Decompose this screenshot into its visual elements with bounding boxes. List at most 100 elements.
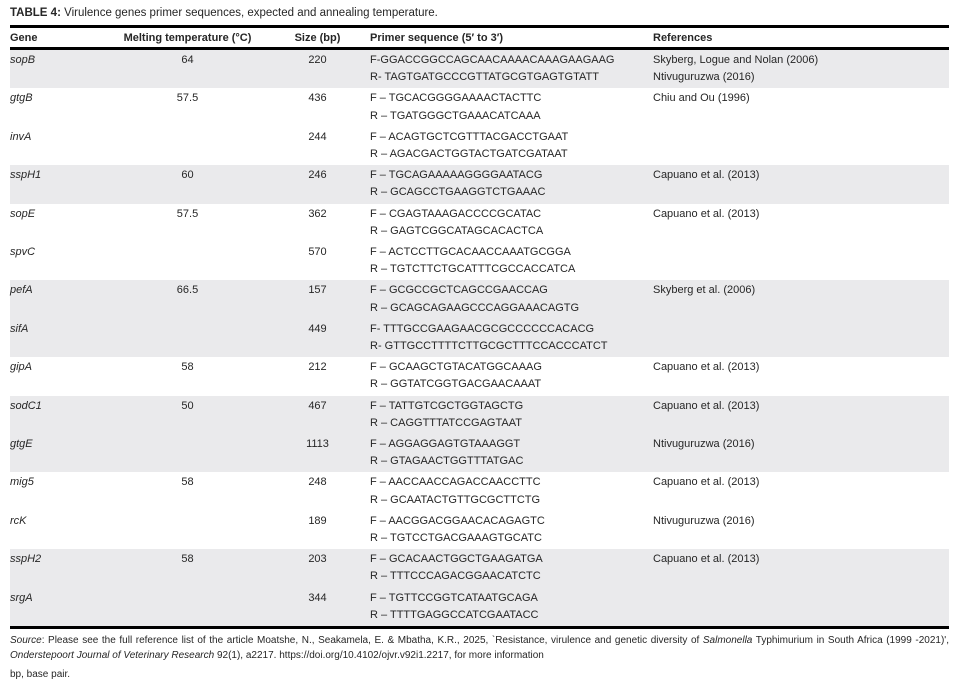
header-references: References (653, 28, 949, 50)
references-cell (653, 319, 949, 357)
table-caption: TABLE 4: Virulence genes primer sequence… (10, 6, 949, 28)
product-size-value: 220 (308, 54, 327, 66)
header-primer-sequence: Primer sequence (5′ to 3′) (370, 28, 653, 50)
product-size-value: 344 (308, 591, 327, 604)
reverse-primer: R – TTTTGAGGCCATCGAATACC (370, 608, 539, 621)
primer-sequences: F – AACGGACGGAACACAGAGTC R – TGTCCTGACGA… (370, 511, 653, 549)
references-cell: Capuano et al. (2013) (653, 204, 949, 242)
reverse-primer: R – CAGGTTTATCCGAGTAAT (370, 416, 522, 429)
product-size-value: 362 (308, 207, 327, 220)
forward-primer: F-GGACCGGCCAGCAACAAAACAAAGAAGAAG (370, 54, 615, 66)
reverse-primer: R – TGTCCTGACGAAAGTGCATC (370, 532, 542, 545)
reverse-primer: R – GCAATACTGTTGCGCTTCTG (370, 493, 541, 506)
primer-sequences: F – GCGCCGCTCAGCCGAACCAG R – GCAGCAGAAGC… (370, 280, 653, 318)
table-row: gtgB 57.5 436 F – TGCACGGGGAAAACTACTTC R… (10, 88, 949, 126)
table-row: sspH2 58 203 F – GCACAACTGGCTGAAGATGA R … (10, 549, 949, 588)
primer-sequences: F – TGCACGGGGAAAACTACTTC R – TGATGGGCTGA… (370, 88, 653, 126)
gene-name: pefA (10, 284, 33, 297)
gene-name: srgA (10, 591, 33, 604)
table-row: gipA 58 212 F – GCAAGCTGTACATGGCAAAG R –… (10, 357, 949, 395)
reverse-primer: R- TAGTGATGCCCGTTATGCGTGAGTGTATT (370, 71, 599, 84)
melting-temperature-value: 50 (181, 399, 194, 412)
product-size-value: 244 (308, 130, 327, 143)
forward-primer: F – AGGAGGAGTGTAAAGGT (370, 438, 521, 451)
table-row: invA 244 F – ACAGTGCTCGTTTACGACCTGAAT R … (10, 127, 949, 165)
gene-name: sifA (10, 322, 29, 335)
primer-sequences: F – TGCAGAAAAAGGGGAATACG R – GCAGCCTGAAG… (370, 165, 653, 203)
gene-name: mig5 (10, 476, 34, 489)
primer-sequences: F – AGGAGGAGTGTAAAGGT R – GTAGAACTGGTTTA… (370, 434, 653, 472)
references-cell: Capuano et al. (2013) (653, 472, 949, 510)
gene-name: rcK (10, 514, 27, 527)
primer-sequences: F – ACAGTGCTCGTTTACGACCTGAAT R – AGACGAC… (370, 127, 653, 165)
references-cell (653, 588, 949, 628)
reference-citation: Ntivuguruzwa (2016) (653, 71, 755, 84)
references-cell: Capuano et al. (2013) (653, 396, 949, 434)
table-row: pefA 66.5 157 F – GCGCCGCTCAGCCGAACCAG R… (10, 280, 949, 319)
product-size-value: 248 (308, 476, 327, 489)
product-size-value: 467 (308, 399, 327, 412)
reverse-primer: R – TTTCCCAGACGGAACATCTC (370, 570, 541, 583)
reverse-primer: R – GTAGAACTGGTTTATGAC (370, 455, 524, 468)
primer-sequences: F – ACTCCTTGCACAACCAAATGCGGA R – TGTCTTC… (370, 242, 653, 280)
melting-temperature-value (110, 434, 265, 472)
forward-primer: F – ACAGTGCTCGTTTACGACCTGAAT (370, 130, 569, 143)
header-gene: Gene (10, 28, 110, 50)
gene-name: gtgE (10, 438, 33, 451)
melting-temperature-value (110, 242, 265, 280)
product-size-value: 1113 (306, 438, 329, 451)
melting-temperature-value (110, 588, 265, 628)
reference-citation: Ntivuguruzwa (2016) (653, 438, 755, 451)
references-cell: Ntivuguruzwa (2016) (653, 511, 949, 549)
melting-temperature-value (110, 319, 265, 357)
forward-primer: F – TGCACGGGGAAAACTACTTC (370, 92, 542, 105)
reverse-primer: R – TGTCTTCTGCATTTCGCCACCATCA (370, 263, 576, 276)
references-cell: Chiu and Ou (1996) (653, 88, 949, 126)
forward-primer: F – CGAGTAAAGACCCCGCATAC (370, 207, 542, 220)
melting-temperature-value: 60 (181, 169, 194, 182)
product-size-value: 449 (308, 322, 327, 335)
table-row: mig5 58 248 F – AACCAACCAGACCAACCTTC R –… (10, 472, 949, 510)
reference-citation: Capuano et al. (2013) (653, 207, 760, 220)
melting-temperature-value: 57.5 (176, 92, 199, 105)
forward-primer: F – GCAAGCTGTACATGGCAAAG (370, 361, 542, 374)
melting-temperature-value: 58 (181, 553, 194, 566)
reference-citation: Chiu and Ou (1996) (653, 92, 750, 105)
melting-temperature-value (110, 127, 265, 165)
reverse-primer: R- GTTGCCTTTTCTTGCGCTTTCCACCCATCT (370, 340, 608, 353)
reference-citation: Ntivuguruzwa (2016) (653, 514, 755, 527)
primer-sequences: F – CGAGTAAAGACCCCGCATAC R – GAGTCGGCATA… (370, 204, 653, 242)
table-caption-text: Virulence genes primer sequences, expect… (60, 7, 438, 19)
references-cell (653, 127, 949, 165)
references-cell: Skyberg et al. (2006) (653, 280, 949, 318)
references-cell (653, 242, 949, 280)
table-number: TABLE 4: (10, 7, 61, 19)
reference-citation: Capuano et al. (2013) (653, 169, 760, 182)
product-size-value: 212 (308, 361, 327, 374)
melting-temperature-value: 57.5 (176, 207, 199, 220)
reverse-primer: R – GGTATCGGTGACGAACAAAT (370, 378, 542, 391)
primer-table: Gene Melting temperature (°C) Size (bp) … (10, 28, 949, 629)
product-size-value: 189 (308, 514, 327, 527)
reverse-primer: R – AGACGACTGGTACTGATCGATAAT (370, 148, 568, 161)
product-size-value: 570 (308, 246, 327, 259)
forward-primer: F – AACGGACGGAACACAGAGTC (370, 514, 545, 527)
reverse-primer: R – GCAGCAGAAGCCCAGGAAACAGTG (370, 301, 580, 314)
melting-temperature-value: 64 (181, 54, 194, 66)
table-row: sopE 57.5 362 F – CGAGTAAAGACCCCGCATAC R… (10, 204, 949, 242)
table-header: Gene Melting temperature (°C) Size (bp) … (10, 28, 949, 50)
forward-primer: F – TATTGTCGCTGGTAGCTG (370, 399, 524, 412)
table-row: gtgE 1113 F – AGGAGGAGTGTAAAGGT R – GTAG… (10, 434, 949, 473)
table-row: sifA 449 F- TTTGCCGAAGAACGCGCCCCCCACACG … (10, 318, 949, 358)
gene-name: sspH2 (10, 553, 42, 566)
primer-sequences: F-GGACCGGCCAGCAACAAAACAAAGAAGAAG R- TAGT… (370, 49, 653, 89)
table-row: sopB 64 220 F-GGACCGGCCAGCAACAAAACAAAGAA… (10, 48, 949, 89)
reference-citation: Capuano et al. (2013) (653, 361, 760, 374)
melting-temperature-value: 58 (181, 476, 194, 489)
reverse-primer: R – TGATGGGCTGAAACATCAAA (370, 109, 541, 122)
gene-name: sspH1 (10, 169, 42, 182)
forward-primer: F – GCACAACTGGCTGAAGATGA (370, 553, 543, 566)
primer-sequences: F – AACCAACCAGACCAACCTTC R – GCAATACTGTT… (370, 472, 653, 510)
primer-sequences: F- TTTGCCGAAGAACGCGCCCCCCACACG R- GTTGCC… (370, 319, 653, 357)
